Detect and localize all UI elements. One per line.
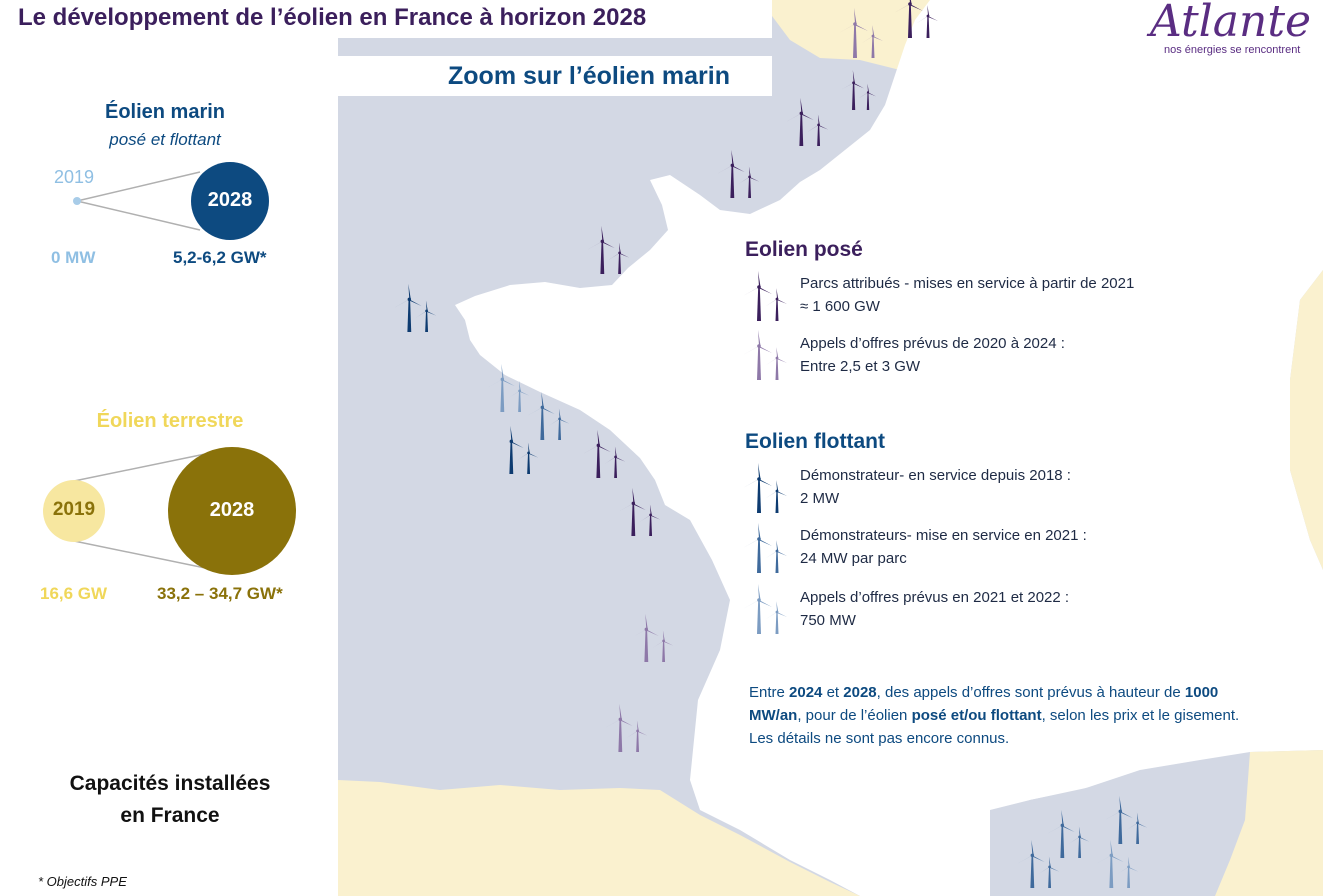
legend-item-line1: Appels d’offres prévus en 2021 et 2022 :: [800, 589, 1070, 606]
note-bold: 2028: [843, 684, 877, 701]
marin-subtitle: posé et flottant: [109, 130, 221, 149]
legend-item-line2: Entre 2,5 et 3 GW: [800, 358, 921, 375]
marin-chart: [73, 162, 269, 240]
terrestre-value-start: 16,6 GW: [40, 584, 108, 603]
legend-item-line2: ≈ 1 600 GW: [800, 298, 880, 315]
marin-title: Éolien marin: [104, 101, 226, 123]
legend-flottant-title: Eolien flottant: [745, 430, 885, 453]
logo-tagline: nos énergies se rencontrent: [1164, 44, 1301, 56]
legend-item-line1: Parcs attribués - mises en service à par…: [800, 275, 1135, 292]
capacites-line1: Capacités installées: [69, 772, 271, 795]
legend-pose-title: Eolien posé: [745, 238, 863, 261]
terrestre-title: Éolien terrestre: [96, 410, 244, 432]
mediterranean-patch: [990, 780, 1200, 896]
legend-item-line1: Appels d’offres prévus de 2020 à 2024 :: [800, 335, 1065, 352]
capacites-line2: en France: [120, 804, 220, 827]
marin-value-end: 5,2-6,2 GW*: [173, 248, 267, 267]
note-paragraph: Entre 2024 et 2028, des appels d’offres …: [749, 681, 1254, 750]
legend-item-line1: Démonstrateur- en service depuis 2018 :: [800, 467, 1071, 484]
marin-circle-2019: [73, 197, 81, 205]
note-bold: posé et/ou flottant: [911, 707, 1042, 724]
footnote: * Objectifs PPE: [38, 874, 127, 889]
note-text: , selon les prix et le gisement. Les dét…: [749, 707, 1240, 747]
legend-item-line1: Démonstrateurs- mise en service en 2021 …: [800, 527, 1087, 544]
marin-year-start: 2019: [54, 167, 95, 187]
note-text: , pour de l’éolien: [797, 707, 912, 724]
page-title: Le développement de l’éolien en France à…: [18, 4, 647, 31]
logo: Atlante: [1150, 0, 1312, 47]
legend-item: Démonstrateurs- mise en service en 2021 …: [800, 524, 1087, 570]
italy-land: [1290, 270, 1323, 570]
title-background: [0, 0, 772, 38]
legend-item: Parcs attribués - mises en service à par…: [800, 272, 1134, 318]
france-land: [455, 0, 1323, 896]
terrestre-circle-2019: [43, 480, 105, 542]
legend-item-line2: 750 MW: [800, 612, 856, 629]
italy-south-land: [1215, 750, 1323, 896]
legend-item: Appels d’offres prévus en 2021 et 2022 :…: [800, 586, 1069, 632]
legend-item: Démonstrateur- en service depuis 2018 : …: [800, 464, 1071, 510]
note-bold: 1000 MW/an: [749, 684, 1219, 724]
subtitle-background: [338, 56, 772, 96]
legend-item-line2: 2 MW: [800, 490, 840, 507]
note-text: et: [822, 684, 844, 701]
page-subtitle: Zoom sur l’éolien marin: [448, 62, 730, 90]
marin-year-end: 2028: [207, 189, 253, 211]
note-text: , des appels d’offres sont prévus à haut…: [876, 684, 1185, 701]
spain-land: [338, 780, 860, 896]
terrestre-value-end: 33,2 – 34,7 GW*: [157, 584, 283, 603]
marin-value-start: 0 MW: [51, 248, 96, 267]
terrestre-year-end: 2028: [209, 499, 255, 521]
note-text: Entre: [749, 684, 790, 701]
terrestre-year-start: 2019: [52, 499, 96, 520]
legend-item: Appels d’offres prévus de 2020 à 2024 : …: [800, 332, 1065, 378]
terrestre-circle-2028: [168, 447, 296, 575]
note-bold: 2024: [789, 684, 823, 701]
legend-item-line2: 24 MW par parc: [800, 550, 907, 567]
terrestre-chart: [43, 447, 296, 575]
marin-circle-2028: [191, 162, 269, 240]
